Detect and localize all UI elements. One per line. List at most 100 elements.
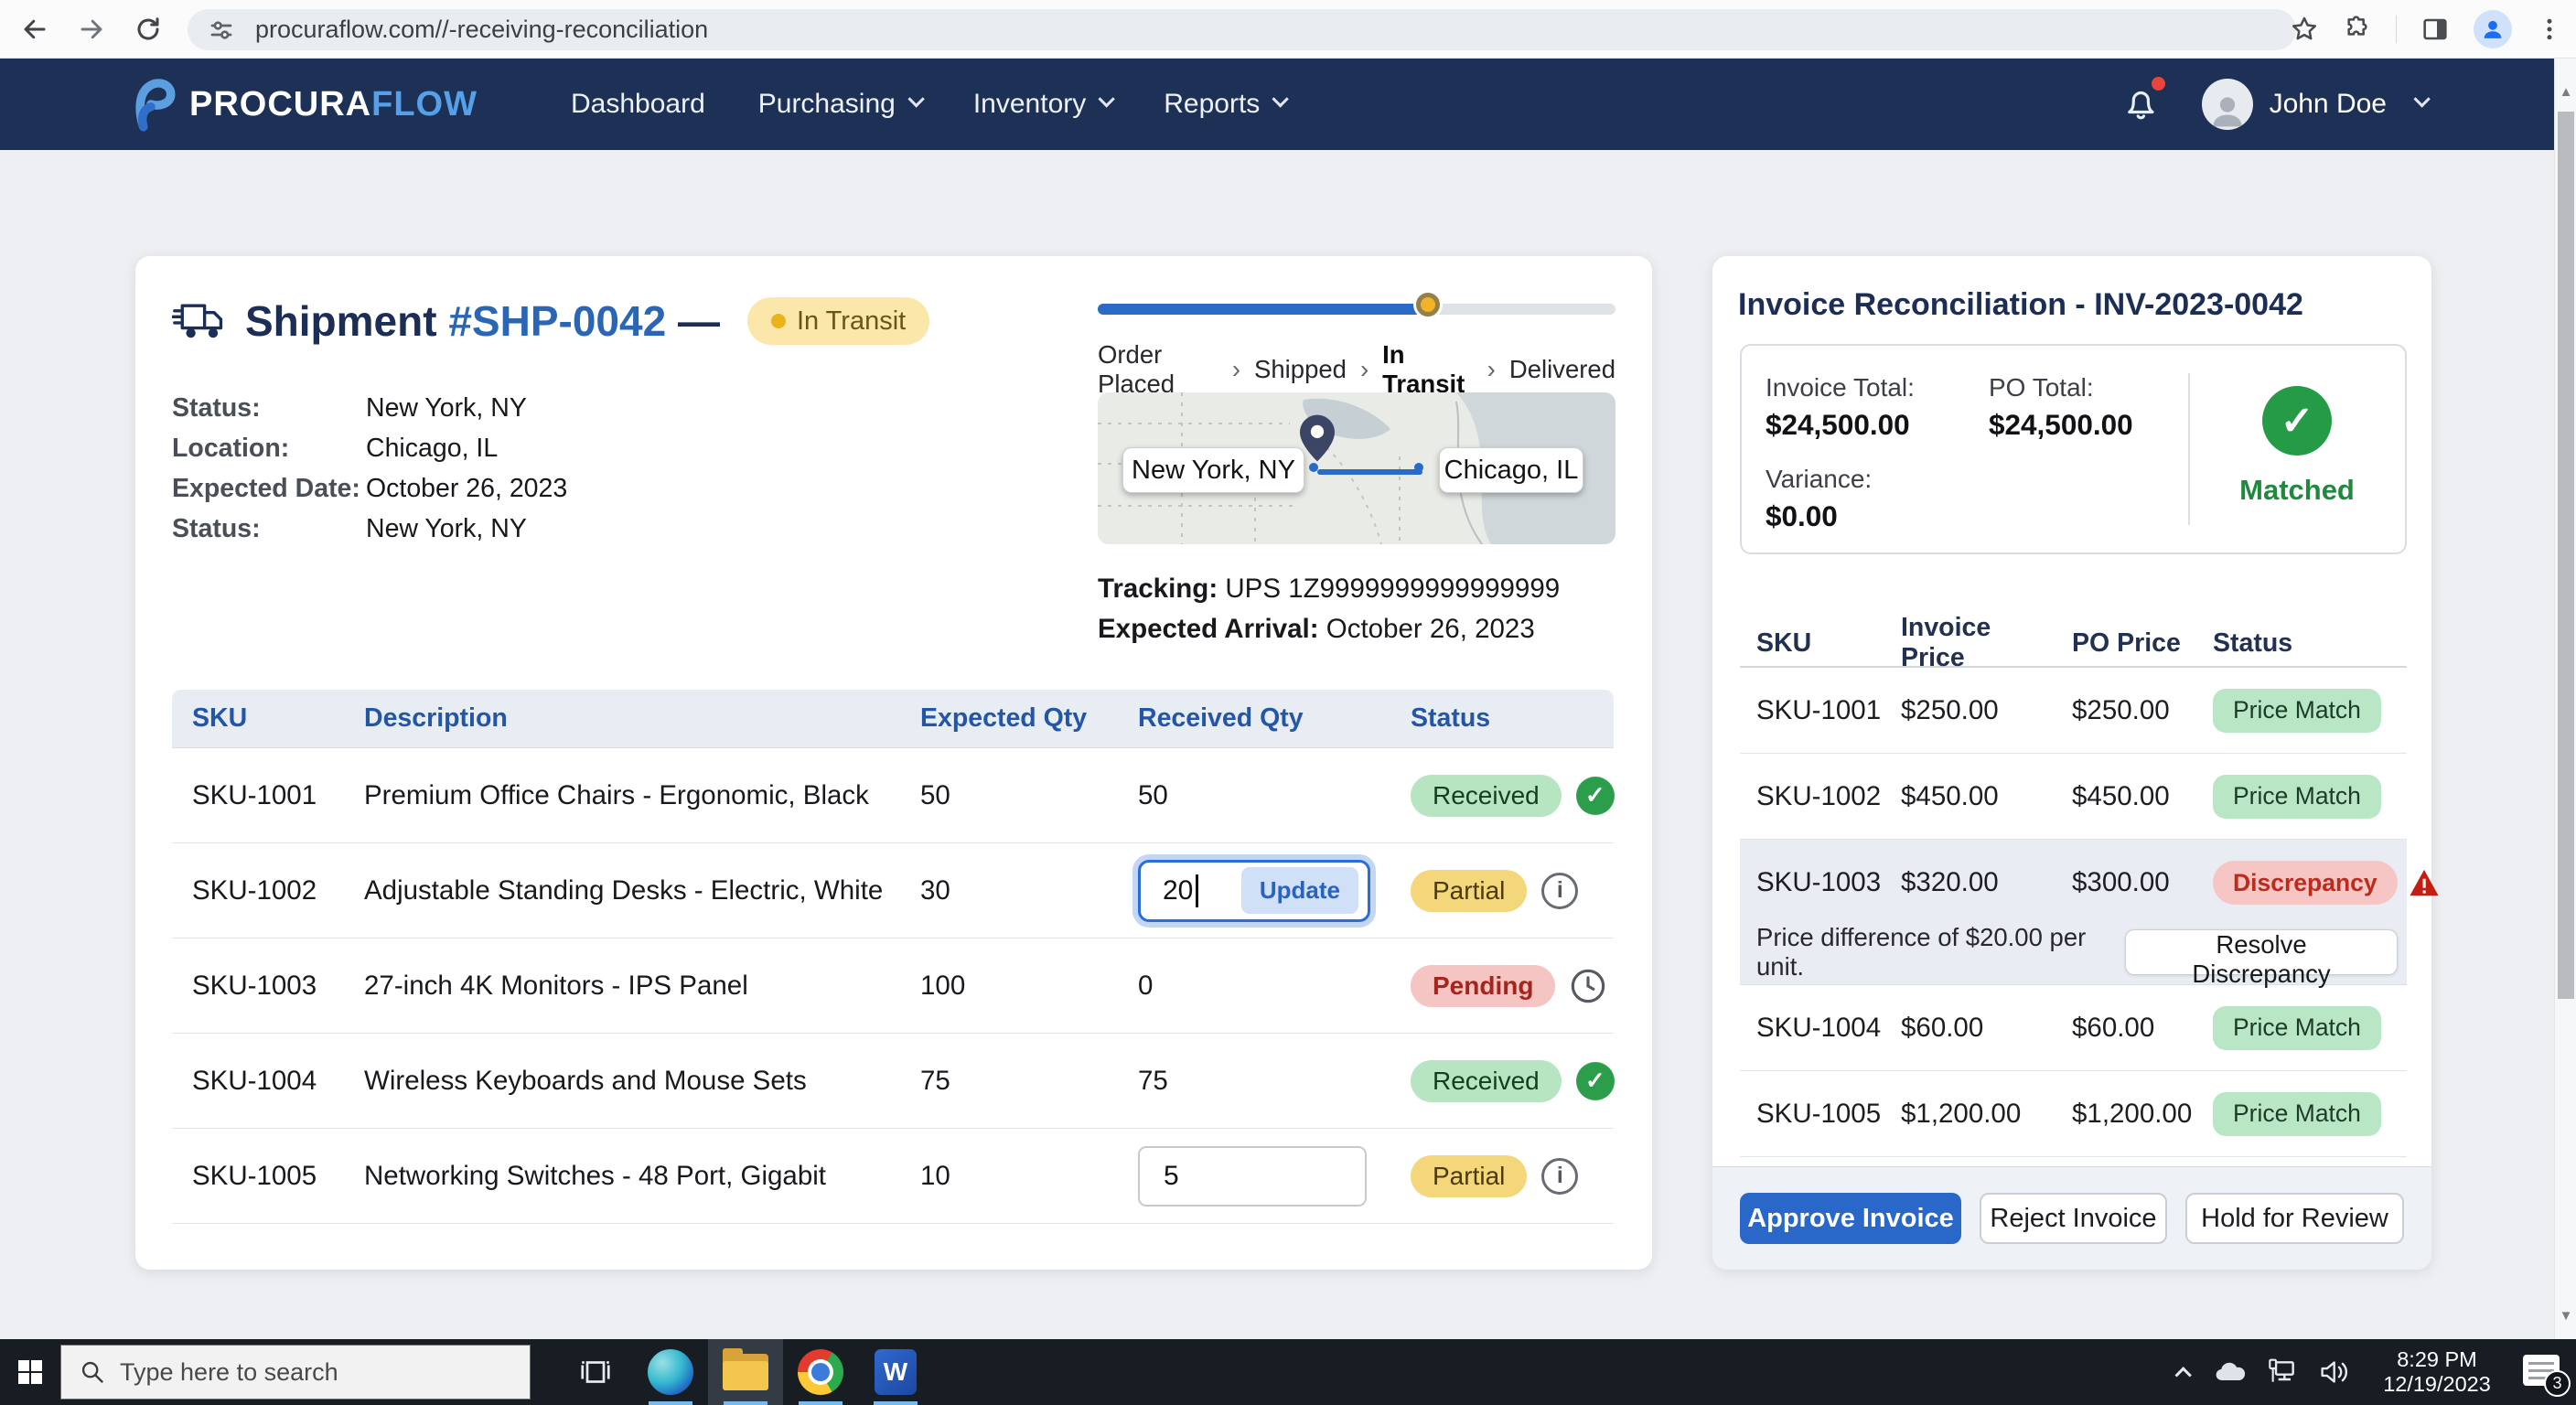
edge-taskbar-icon[interactable] — [633, 1339, 708, 1405]
volume-icon[interactable] — [2320, 1358, 2351, 1386]
progress-fill — [1098, 304, 1432, 315]
clock-time: 8:29 PM — [2373, 1347, 2501, 1372]
received-qty-cell: 0 — [1118, 971, 1390, 1002]
scroll-up-button[interactable]: ▲ — [2555, 75, 2576, 108]
windows-logo-icon — [18, 1360, 42, 1384]
notification-count-badge: 3 — [2544, 1370, 2571, 1397]
tray-expand-chevron-icon[interactable] — [2174, 1367, 2191, 1383]
url-bar[interactable]: procuraflow.com//-receiving-reconciliati… — [188, 9, 2296, 50]
expected-qty-cell: 50 — [900, 780, 1118, 811]
browser-profile-avatar[interactable] — [2474, 10, 2512, 48]
notifications-button[interactable] — [2121, 82, 2160, 127]
expected-qty-cell: 10 — [900, 1161, 1118, 1192]
browser-menu-dots-icon[interactable] — [2536, 16, 2563, 43]
word-taskbar-icon[interactable]: W — [858, 1339, 933, 1405]
summary-divider — [2188, 373, 2190, 525]
bookmark-star-icon[interactable] — [2290, 15, 2319, 44]
side-panel-icon[interactable] — [2420, 15, 2450, 44]
reject-invoice-button[interactable]: Reject Invoice — [1980, 1193, 2167, 1244]
browser-forward-button[interactable] — [73, 11, 110, 48]
start-button[interactable] — [0, 1339, 60, 1405]
browser-back-button[interactable] — [16, 11, 53, 48]
extensions-icon[interactable] — [2343, 15, 2372, 44]
table-row: SKU-1003 27-inch 4K Monitors - IPS Panel… — [172, 938, 1614, 1034]
step-delivered: Delivered — [1509, 355, 1615, 384]
chrome-taskbar-icon[interactable] — [783, 1339, 858, 1405]
brand-logo[interactable]: PROCURAFLOW — [133, 77, 478, 132]
po-total-value: $24,500.00 — [1989, 408, 2133, 442]
info-icon[interactable]: i — [1541, 873, 1578, 909]
running-indicator — [649, 1401, 692, 1405]
status-badge: Received — [1411, 1060, 1562, 1102]
windows-taskbar: Type here to search W 8:29 PM 12/19/2023… — [0, 1339, 2576, 1405]
site-settings-icon[interactable] — [208, 16, 235, 44]
taskbar-clock[interactable]: 8:29 PM 12/19/2023 — [2373, 1347, 2501, 1397]
invoice-panel-title: Invoice Reconciliation - INV-2023-0042 — [1738, 287, 2303, 323]
task-view-icon — [579, 1356, 612, 1389]
discrepancy-note: Price difference of $20.00 per unit. — [1756, 923, 2125, 981]
status-badge: Partial — [1411, 870, 1527, 912]
chevron-down-icon — [1099, 91, 1115, 107]
profile-person-icon — [2480, 16, 2506, 42]
status-badge: Received — [1411, 775, 1562, 817]
url-text: procuraflow.com//-receiving-reconciliati… — [255, 16, 708, 44]
nav-item-dashboard[interactable]: Dashboard — [571, 89, 705, 120]
received-qty-input[interactable]: 20 Update — [1138, 860, 1370, 922]
clock-date: 12/19/2023 — [2373, 1372, 2501, 1397]
network-icon[interactable] — [2269, 1358, 2298, 1386]
task-view-button[interactable] — [558, 1339, 633, 1405]
table-row: SKU-1001 Premium Office Chairs - Ergonom… — [172, 748, 1614, 843]
clock-icon — [1570, 968, 1606, 1004]
description-cell: Wireless Keyboards and Mouse Sets — [344, 1066, 900, 1097]
resolve-discrepancy-button[interactable]: Resolve Discrepancy — [2125, 929, 2398, 975]
approve-invoice-button[interactable]: Approve Invoice — [1740, 1193, 1961, 1244]
nav-item-reports[interactable]: Reports — [1164, 89, 1284, 120]
browser-reload-button[interactable] — [130, 11, 166, 48]
receiving-table-header: SKU Description Expected Qty Received Qt… — [172, 690, 1614, 748]
running-indicator — [799, 1401, 843, 1405]
file-explorer-taskbar-icon[interactable] — [708, 1339, 783, 1405]
invoice-row: SKU-1004 $60.00 $60.00 Price Match — [1740, 985, 2407, 1071]
warning-triangle-icon — [2409, 868, 2440, 897]
table-row: SKU-1002 Adjustable Standing Desks - Ele… — [172, 843, 1614, 938]
info-icon[interactable]: i — [1541, 1158, 1578, 1195]
file-explorer-icon — [723, 1354, 768, 1390]
nav-item-inventory[interactable]: Inventory — [973, 89, 1111, 120]
invoice-row: SKU-1002 $450.00 $450.00 Price Match — [1740, 754, 2407, 840]
onedrive-cloud-icon[interactable] — [2214, 1360, 2247, 1384]
matched-check-icon: ✓ — [2262, 386, 2332, 456]
scroll-down-button[interactable]: ▼ — [2555, 1299, 2576, 1332]
nav-item-purchasing[interactable]: Purchasing — [758, 89, 920, 120]
sku-cell: SKU-1003 — [172, 971, 344, 1002]
taskbar-search[interactable]: Type here to search — [60, 1345, 531, 1400]
sku-cell: SKU-1001 — [172, 780, 344, 811]
invoice-table: SKU Invoice Price PO Price Status SKU-10… — [1740, 613, 2407, 1157]
avatar-person-icon — [2207, 90, 2248, 130]
sku-cell: SKU-1004 — [172, 1066, 344, 1097]
discrepancy-badge: Discrepancy — [2213, 861, 2398, 905]
user-name[interactable]: John Doe — [2270, 89, 2387, 120]
table-row: SKU-1005 Networking Switches - 48 Port, … — [172, 1129, 1614, 1224]
chevron-down-icon — [907, 91, 924, 107]
description-cell: Networking Switches - 48 Port, Gigabit — [344, 1161, 900, 1192]
step-shipped: Shipped — [1254, 355, 1347, 384]
procuraflow-logo-icon — [133, 77, 177, 132]
action-center-button[interactable]: 3 — [2523, 1355, 2561, 1389]
user-menu-chevron-icon[interactable] — [2413, 91, 2430, 107]
step-order-placed: Order Placed — [1098, 340, 1218, 399]
variance-value: $0.00 — [1766, 499, 1838, 533]
expected-qty-cell: 100 — [900, 971, 1118, 1002]
route-destination-dot — [1414, 463, 1423, 472]
running-indicator — [874, 1401, 918, 1405]
user-avatar[interactable] — [2202, 79, 2253, 130]
hold-for-review-button[interactable]: Hold for Review — [2185, 1193, 2404, 1244]
map-pin-icon — [1300, 414, 1335, 462]
description-cell: Premium Office Chairs - Ergonomic, Black — [344, 780, 900, 811]
received-qty-input[interactable]: 5 — [1138, 1146, 1367, 1207]
vertical-scrollbar[interactable]: ▲ ▼ — [2554, 59, 2576, 1339]
text-caret — [1196, 874, 1198, 907]
app-navbar: PROCURAFLOW Dashboard Purchasing Invento… — [0, 59, 2554, 150]
invoice-row: SKU-1005 $1,200.00 $1,200.00 Price Match — [1740, 1071, 2407, 1157]
update-button[interactable]: Update — [1241, 867, 1358, 914]
scrollbar-thumb[interactable] — [2558, 112, 2574, 999]
